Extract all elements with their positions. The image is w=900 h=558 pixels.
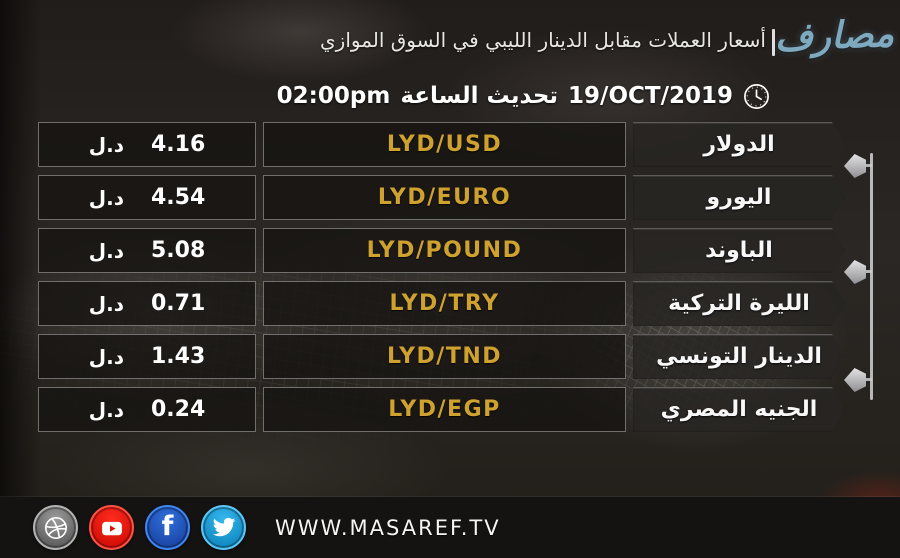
dribbble-icon[interactable] xyxy=(33,505,78,550)
page-title: أسعار العملات مقابل الدينار الليبي في ال… xyxy=(320,28,766,52)
rate-value: 4.54 xyxy=(150,185,206,210)
table-row: د.ل 1.43 LYD/TND الدينار التونسي xyxy=(38,334,845,379)
currency-pair: LYD/EGP xyxy=(263,387,626,432)
header-divider xyxy=(772,29,775,56)
rate-cell: د.ل 0.71 xyxy=(38,281,256,326)
rate-cell: د.ل 5.08 xyxy=(38,228,256,273)
clock-icon xyxy=(744,83,769,109)
facebook-f-glyph: f xyxy=(161,510,174,542)
currency-name: الدولار xyxy=(633,122,845,167)
rate-value: 1.43 xyxy=(150,344,206,369)
currency-unit: د.ل xyxy=(88,344,124,369)
rate-value: 0.71 xyxy=(150,291,206,316)
update-date: 19/OCT/2019 xyxy=(568,83,733,109)
rates-table: د.ل 4.16 LYD/USD الدولار د.ل 4.54 LYD/EU… xyxy=(38,122,845,432)
social-icons: f xyxy=(33,505,246,550)
rate-cell: د.ل 4.54 xyxy=(38,175,256,220)
currency-pair: LYD/TND xyxy=(263,334,626,379)
table-row: د.ل 0.71 LYD/TRY الليرة التركية xyxy=(38,281,845,326)
update-label: تحديث الساعة xyxy=(400,83,559,109)
timeline-tick xyxy=(860,378,872,381)
rate-value: 5.08 xyxy=(150,238,206,263)
rate-cell: د.ل 1.43 xyxy=(38,334,256,379)
timeline-tick xyxy=(860,164,872,167)
website-url[interactable]: WWW.MASAREF.TV xyxy=(275,515,501,540)
currency-name: الجنيه المصري xyxy=(633,387,845,432)
currency-pair: LYD/TRY xyxy=(263,281,626,326)
timeline-arrow-icon xyxy=(844,154,866,178)
timeline-line xyxy=(870,153,873,400)
update-time-line: 02:00pm تحديث الساعة 19/OCT/2019 xyxy=(277,80,770,112)
currency-unit: د.ل xyxy=(88,291,124,316)
twitter-icon[interactable] xyxy=(201,505,246,550)
rate-cell: د.ل 0.24 xyxy=(38,387,256,432)
table-row: د.ل 4.54 LYD/EURO اليورو xyxy=(38,175,845,220)
currency-pair: LYD/USD xyxy=(263,122,626,167)
youtube-icon[interactable] xyxy=(89,505,134,550)
footer-bar: f WWW.MASAREF.TV xyxy=(0,497,900,558)
timeline-arrow-icon xyxy=(844,368,866,392)
currency-unit: د.ل xyxy=(88,132,124,157)
currency-name: اليورو xyxy=(633,175,845,220)
rate-value: 0.24 xyxy=(150,397,206,422)
masaref-logo: مصارف xyxy=(773,11,895,60)
table-row: د.ل 0.24 LYD/EGP الجنيه المصري xyxy=(38,387,845,432)
currency-name: الدينار التونسي xyxy=(633,334,845,379)
timeline-arrow-icon xyxy=(844,260,866,284)
facebook-icon[interactable]: f xyxy=(145,505,190,550)
currency-name: الباوند xyxy=(633,228,845,273)
currency-pair: LYD/POUND xyxy=(263,228,626,273)
rate-value: 4.16 xyxy=(150,132,206,157)
timeline-tick xyxy=(860,270,872,273)
currency-pair: LYD/EURO xyxy=(263,175,626,220)
update-time: 02:00pm xyxy=(276,83,391,109)
table-row: د.ل 5.08 LYD/POUND الباوند xyxy=(38,228,845,273)
currency-unit: د.ل xyxy=(88,238,124,263)
currency-unit: د.ل xyxy=(88,185,124,210)
currency-unit: د.ل xyxy=(88,397,124,422)
table-row: د.ل 4.16 LYD/USD الدولار xyxy=(38,122,845,167)
currency-name: الليرة التركية xyxy=(633,281,845,326)
rate-cell: د.ل 4.16 xyxy=(38,122,256,167)
